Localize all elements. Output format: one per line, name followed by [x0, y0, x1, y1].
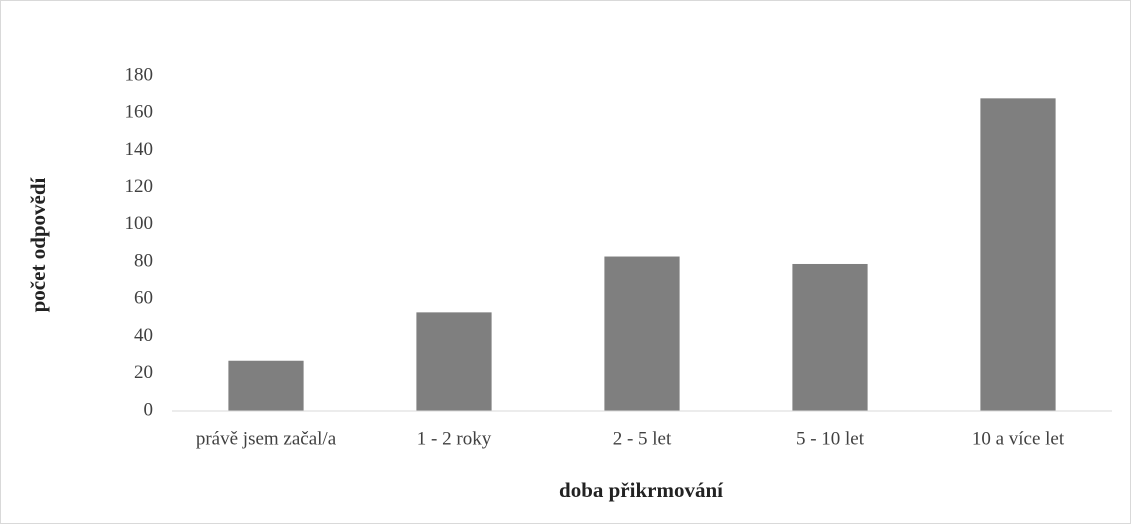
bar — [228, 360, 304, 411]
y-tick-label: 20 — [134, 362, 153, 383]
y-tick-label: 0 — [144, 399, 154, 420]
y-tick-label: 60 — [134, 288, 153, 309]
bar — [792, 263, 868, 411]
bar — [604, 256, 680, 411]
y-tick-label: 120 — [125, 176, 154, 197]
y-tick-label: 40 — [134, 325, 153, 346]
y-tick-label: 160 — [125, 102, 154, 123]
x-tick-label: právě jsem začal/a — [196, 428, 337, 449]
x-tick-label: 5 - 10 let — [796, 428, 865, 449]
x-tick-label: 10 a více let — [972, 428, 1065, 449]
y-tick-label: 180 — [125, 64, 154, 85]
x-axis-title: doba přikrmování — [559, 478, 724, 502]
bar — [416, 312, 492, 411]
x-tick-label: 2 - 5 let — [613, 428, 672, 449]
y-tick-label: 100 — [125, 213, 154, 234]
bar — [980, 98, 1056, 411]
y-tick-label: 140 — [125, 139, 154, 160]
y-tick-label: 80 — [134, 250, 153, 271]
x-tick-label: 1 - 2 roky — [417, 428, 492, 449]
y-axis-title: počet odpovědí — [26, 176, 50, 312]
